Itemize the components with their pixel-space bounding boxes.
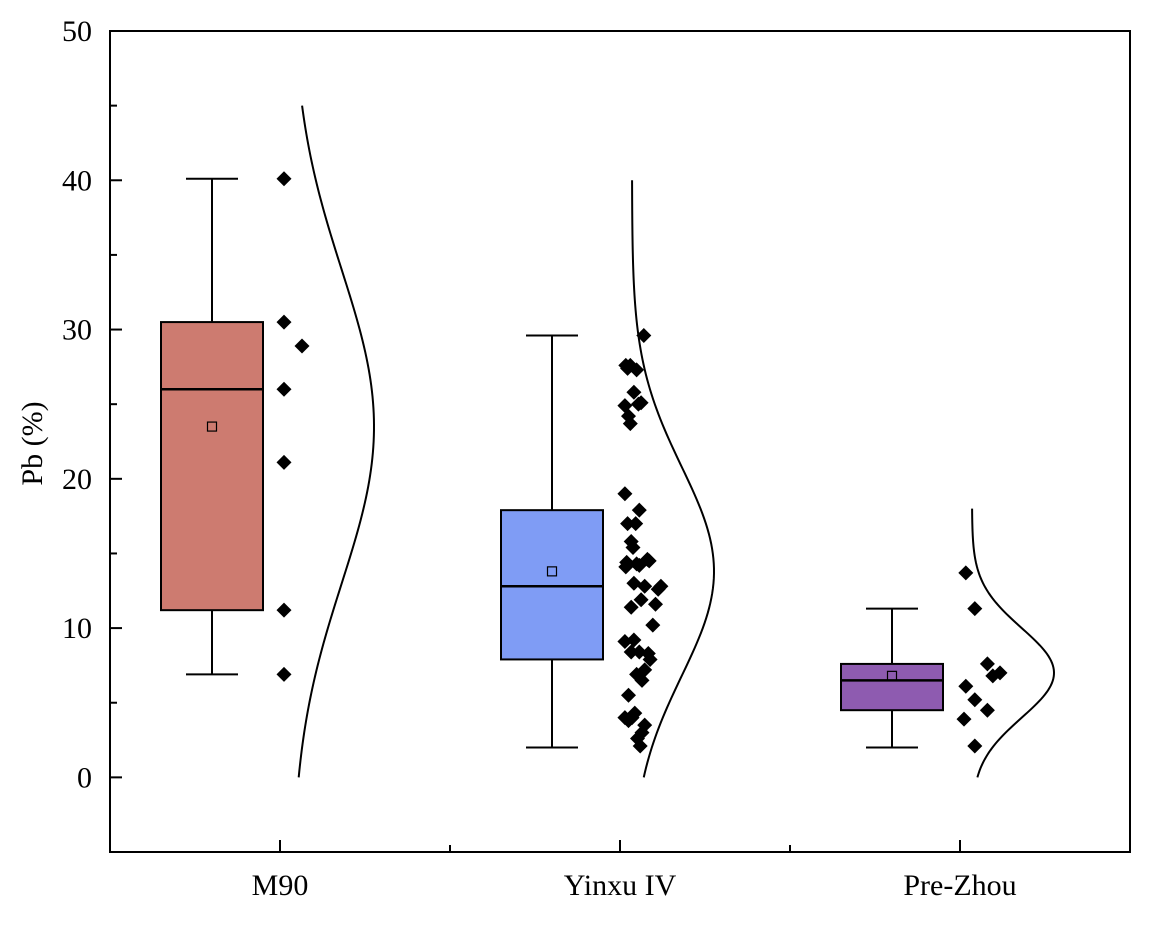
- mean-marker: [206, 421, 218, 432]
- data-point: [622, 416, 638, 432]
- distribution-curve: [971, 508, 1055, 778]
- data-point: [633, 592, 649, 608]
- data-point: [633, 395, 649, 411]
- x-tick-label: Pre-Zhou: [903, 869, 1016, 902]
- data-point: [628, 516, 644, 532]
- data-point: [967, 692, 983, 708]
- iqr-box: [160, 321, 264, 612]
- group-yinxu-iv: [500, 180, 715, 778]
- group-m90: [160, 105, 375, 778]
- data-point: [276, 171, 292, 187]
- x-tick-label: Yinxu IV: [564, 869, 677, 902]
- data-point: [979, 702, 995, 718]
- y-tick-label: 50: [62, 15, 92, 48]
- data-point: [627, 705, 643, 721]
- y-tick-label: 30: [62, 314, 92, 347]
- mean-marker: [886, 670, 898, 681]
- distribution-curve: [631, 180, 715, 778]
- y-tick-label: 40: [62, 164, 92, 197]
- group-pre-zhou: [840, 508, 1055, 778]
- data-point: [294, 338, 310, 354]
- data-point: [636, 328, 652, 344]
- data-point: [967, 738, 983, 754]
- data-point: [650, 581, 666, 597]
- data-point: [623, 644, 639, 660]
- data-point: [631, 502, 647, 518]
- x-axis: M90 Yinxu IV Pre-Zhou: [252, 840, 1017, 902]
- data-point: [623, 599, 639, 615]
- data-point: [956, 711, 972, 727]
- data-point: [629, 362, 645, 378]
- data-point: [985, 668, 1001, 684]
- iqr-box: [500, 509, 604, 661]
- data-groups: [160, 105, 1055, 778]
- mean-marker: [546, 566, 558, 577]
- y-tick-label: 20: [62, 463, 92, 496]
- data-point: [979, 656, 995, 672]
- data-point: [629, 556, 645, 572]
- data-point: [276, 454, 292, 470]
- data-point: [631, 644, 647, 660]
- data-point: [276, 381, 292, 397]
- data-point: [642, 651, 658, 667]
- y-tick-label: 0: [77, 761, 92, 794]
- y-axis: 0 10 20 30 40 50: [62, 15, 122, 794]
- distribution-curve: [297, 105, 375, 778]
- data-point: [617, 634, 633, 650]
- data-point: [276, 602, 292, 618]
- data-point: [634, 672, 650, 688]
- x-tick-label: M90: [252, 869, 309, 902]
- data-point: [958, 565, 974, 581]
- data-point: [637, 578, 653, 594]
- y-tick-label: 10: [62, 612, 92, 645]
- data-point: [621, 687, 636, 703]
- data-point: [620, 516, 636, 532]
- data-point: [648, 596, 663, 612]
- data-point: [276, 666, 292, 682]
- data-point: [619, 554, 635, 570]
- data-point: [632, 738, 648, 754]
- data-point: [626, 384, 642, 400]
- data-point: [626, 575, 642, 591]
- data-point: [645, 617, 661, 633]
- y-axis-title: Pb (%): [16, 401, 49, 485]
- data-point: [958, 678, 974, 694]
- data-point: [617, 486, 633, 502]
- data-point: [625, 539, 641, 555]
- data-point: [967, 601, 983, 617]
- data-point: [276, 314, 292, 330]
- data-point: [626, 632, 642, 648]
